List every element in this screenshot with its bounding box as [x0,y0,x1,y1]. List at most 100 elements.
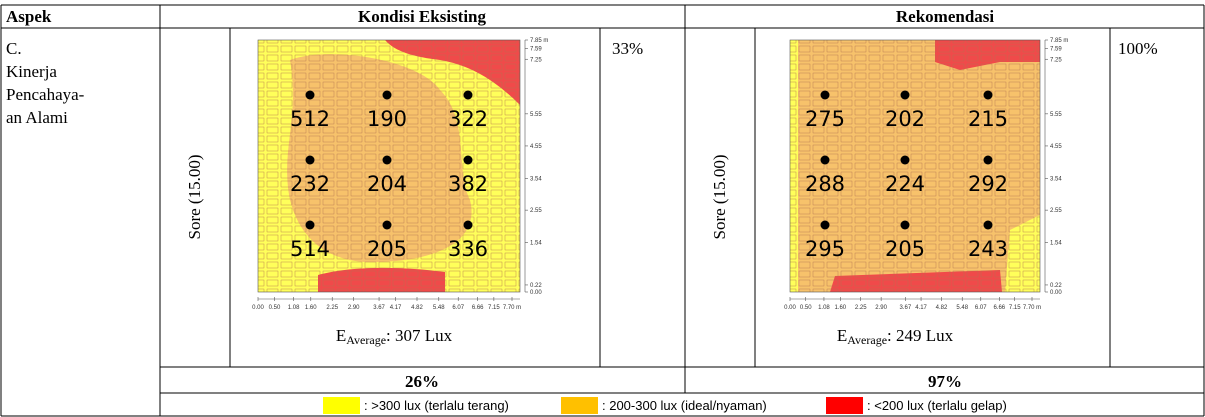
time-label: Sore (15.00) [185,155,204,240]
x-axis-label: 0.50 [800,305,812,311]
y-axis-label: 3.54 [1050,176,1062,182]
lux-value: 336 [448,237,488,261]
lux-value: 322 [448,107,488,131]
lux-value: 243 [968,237,1008,261]
x-axis-label: 3.67 [899,305,911,311]
caption-symbol: E [336,326,346,345]
x-axis-label: 1.60 [834,305,846,311]
x-axis-label: 0.50 [269,305,281,311]
x-axis-label: 1.08 [288,305,300,311]
measure-point [305,90,315,100]
aspect-line: Kinerja [6,62,57,81]
average-caption: EAverage: 249 Lux [837,326,954,347]
measure-point [983,90,993,100]
average-caption: EAverage: 307 Lux [336,326,453,347]
header-aspect: Aspek [6,7,52,26]
y-axis-label: 4.55 [1050,144,1062,150]
x-axis-label: 2.25 [326,305,338,311]
measure-point [463,155,473,165]
y-axis-label: 0.22 [530,283,542,289]
caption-subscript: Average [847,333,887,347]
measure-point [305,220,315,230]
x-axis-label: 2.90 [875,305,887,311]
measure-point [463,220,473,230]
measure-point [900,155,910,165]
y-axis-label: 3.54 [530,176,542,182]
x-axis-label: 5.48 [433,305,445,311]
legend-label: : >300 lux (terlalu terang) [364,398,509,413]
lux-value: 204 [367,172,407,196]
aspect-line: Pencahaya- [6,85,85,104]
lux-value: 232 [290,172,330,196]
x-axis-label: 4.82 [411,305,423,311]
legend-label: : 200-300 lux (ideal/nyaman) [602,398,767,413]
x-axis-label: 4.17 [915,305,927,311]
measure-point [983,155,993,165]
x-axis-label: 7.70 m [503,305,521,311]
x-axis-label: 1.08 [818,305,830,311]
y-axis-label: 4.55 [530,144,542,150]
y-axis-label: 7.25 [530,57,542,63]
y-axis-label: 2.55 [530,208,542,214]
x-axis-label: 6.66 [993,305,1005,311]
y-axis-label: 5.55 [1050,112,1062,118]
y-axis-label: 7.25 [1050,57,1062,63]
score: 100% [1118,39,1158,58]
measure-point [820,90,830,100]
x-axis-label: 0.00 [252,305,264,311]
y-axis-label: 0.00 [1050,290,1062,296]
lux-value: 288 [805,172,845,196]
x-axis-label: 4.17 [390,305,402,311]
x-axis-label: 3.67 [373,305,385,311]
x-axis-label: 7.15 [1009,305,1021,311]
time-label: Sore (15.00) [710,155,729,240]
x-axis-label: 7.15 [488,305,500,311]
y-axis-label: 7.85 m [530,38,548,44]
y-axis-label: 0.22 [1050,283,1062,289]
lux-value: 202 [885,107,925,131]
legend-swatch [826,397,863,414]
caption-subscript: Average [346,333,386,347]
measure-point [983,220,993,230]
caption-text: : 307 Lux [386,326,453,345]
measure-point [463,90,473,100]
table-grid [0,4,1205,417]
lux-value: 190 [367,107,407,131]
y-axis-label: 2.55 [1050,208,1062,214]
x-axis-label: 6.07 [452,305,464,311]
y-axis-label: 7.85 m [1050,38,1068,44]
lux-value: 275 [805,107,845,131]
total-score: 26% [405,372,439,391]
measure-point [382,155,392,165]
x-axis-label: 7.70 m [1023,305,1041,311]
lux-value: 295 [805,237,845,261]
header-recommendation: Rekomendasi [896,7,995,26]
heatmap-recommendation [789,39,1041,293]
y-axis-label: 7.59 [1050,46,1062,52]
lux-value: 215 [968,107,1008,131]
measure-point [820,220,830,230]
lux-value: 512 [290,107,330,131]
x-axis-label: 5.48 [956,305,968,311]
x-axis-label: 6.07 [975,305,987,311]
lux-value: 205 [367,237,407,261]
y-axis-label: 7.59 [530,46,542,52]
x-axis-label: 1.60 [305,305,317,311]
measure-point [820,155,830,165]
legend-swatch [561,397,598,414]
x-axis-label: 2.90 [348,305,360,311]
y-axis-label: 0.00 [530,290,542,296]
x-axis-label: 4.82 [936,305,948,311]
measure-point [382,90,392,100]
aspect-line: an Alami [6,108,68,127]
score: 33% [612,39,643,58]
caption-symbol: E [837,326,847,345]
lux-value: 224 [885,172,925,196]
heatmap-existing [257,39,521,293]
measure-point [305,155,315,165]
caption-text: : 249 Lux [887,326,954,345]
x-axis-label: 2.25 [855,305,867,311]
header-existing: Kondisi Eksisting [358,7,487,26]
aspect-line: C. [6,39,22,58]
